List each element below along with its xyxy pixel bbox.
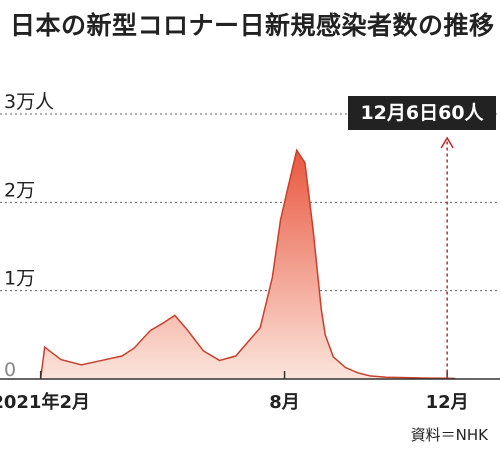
annotation-callout: 12月6日60人 [348,96,496,130]
source-note: 資料＝NHK [410,426,488,444]
y-tick-label: 2万 [4,179,35,201]
x-tick-label: 8月 [269,392,300,413]
x-tick-label: 12月 [426,392,469,413]
x-tick-label: 2021年2月 [0,391,90,413]
annotation-arrowhead [440,136,454,149]
series-area [40,150,456,379]
series-line [39,148,456,380]
y-tick-label: 3万人 [4,91,54,113]
y-tick-label: 0 [4,359,16,381]
y-tick-label: 1万 [4,268,35,290]
chart-title: 日本の新型コロナー日新規感染者数の推移 [10,11,495,40]
